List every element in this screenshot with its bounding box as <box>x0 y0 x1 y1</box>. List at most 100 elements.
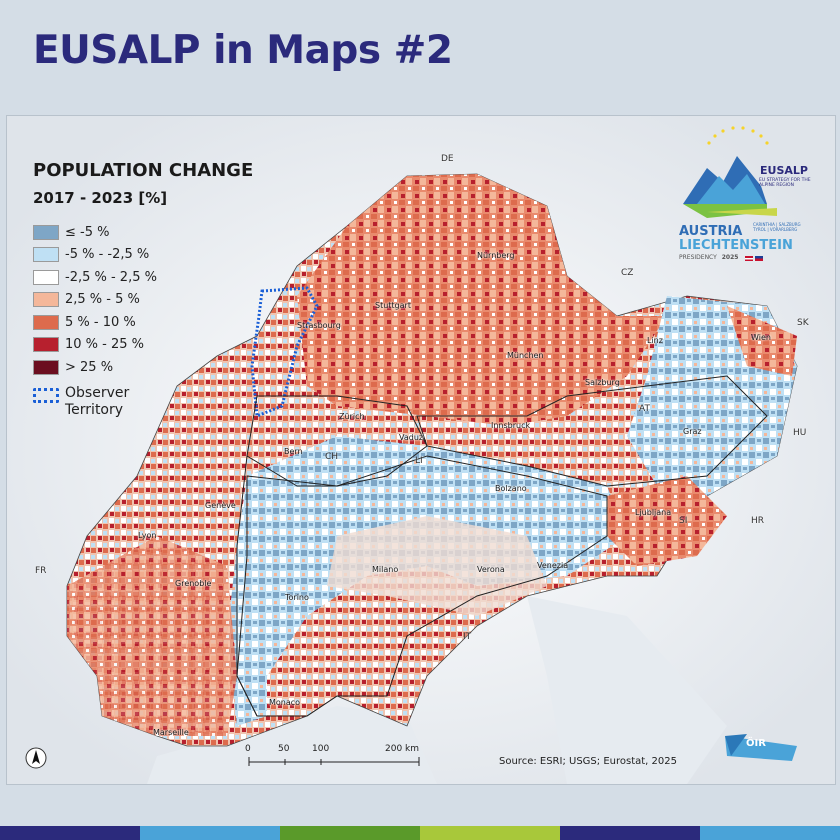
logo-strategy: EU STRATEGY FOR THE ALPINE REGION <box>759 178 811 188</box>
legend-item: 10 % - 25 % <box>33 334 253 357</box>
country-label-it: IT <box>463 632 472 642</box>
legend-swatch <box>33 314 59 330</box>
city-label-geneve: Genève <box>205 501 236 510</box>
city-label-bolzano: Bolzano <box>495 484 527 493</box>
footer-stripe <box>0 826 140 840</box>
observer-swatch <box>33 387 59 403</box>
city-label-linz: Linz <box>647 336 663 345</box>
footer-stripe <box>420 826 560 840</box>
legend-item: ≤ -5 % <box>33 221 253 244</box>
city-label-milano: Milano <box>372 565 399 574</box>
city-label-muenchen: München <box>507 351 544 360</box>
city-label-verona: Verona <box>477 565 505 574</box>
observer-label: Observer Territory <box>65 384 130 418</box>
eu-stars-icon <box>707 126 769 145</box>
city-label-zuerich: Zürich <box>339 412 365 421</box>
legend-subtitle: 2017 - 2023 [%] <box>33 189 168 207</box>
scale-bar <box>248 757 420 766</box>
country-label-si: SI <box>679 516 688 526</box>
legend-swatch <box>33 337 59 353</box>
legend-label: ≤ -5 % <box>65 224 110 240</box>
legend-swatch <box>33 247 59 263</box>
legend-label: > 25 % <box>65 359 114 375</box>
legend-swatch <box>33 359 59 375</box>
logo-austria: AUSTRIA <box>679 224 743 239</box>
city-label-stuttgart: Stuttgart <box>375 301 411 310</box>
city-label-monaco: Monaco <box>269 698 301 707</box>
logo-liechtenstein: LIECHTENSTEIN <box>679 238 793 253</box>
legend-label: -5 % - -2,5 % <box>65 247 150 263</box>
border-ch <box>246 395 428 487</box>
scale-label-50: 50 <box>278 744 290 754</box>
legend-item: 5 % - 10 % <box>33 311 253 334</box>
logo-presidency-label: PRESIDENCY <box>679 254 717 261</box>
city-label-innsbruck: Innsbruck <box>491 421 531 430</box>
legend-item: -2,5 % - 2,5 % <box>33 266 253 289</box>
city-label-lyon: Lyon <box>138 531 157 540</box>
source-text: Source: ESRI; USGS; Eurostat, 2025 <box>499 756 677 767</box>
legend-item: > 25 % <box>33 356 253 379</box>
city-label-ljubljana: Ljubljana <box>635 508 672 517</box>
northern-growth-area <box>297 174 667 426</box>
country-label-li: LI <box>415 456 423 466</box>
scale-label-200: 200 km <box>385 744 420 754</box>
map-panel[interactable]: POPULATION CHANGE 2017 - 2023 [%] ≤ -5 %… <box>6 115 836 785</box>
footer-stripe <box>280 826 420 840</box>
city-label-wien: Wien <box>751 333 771 342</box>
border-at <box>416 375 768 487</box>
legend-swatch <box>33 269 59 285</box>
logo-eusalp: EUSALP <box>760 164 808 177</box>
footer-stripe <box>560 826 700 840</box>
footer-stripe <box>140 826 280 840</box>
logo-austria-regions: CARINTHIA | SALZBURG TYROL | VORARLBERG <box>753 222 801 232</box>
legend-item: -5 % - -2,5 % <box>33 244 253 267</box>
eusalp-logo-mountains-icon <box>683 156 777 218</box>
legend-swatch <box>33 224 59 240</box>
oir-text: ÖIR <box>746 738 766 749</box>
slovenia-area <box>607 476 727 566</box>
city-label-torino: Torino <box>285 593 309 602</box>
country-label-de: DE <box>441 154 454 164</box>
city-label-vaduz: Vaduz <box>399 433 424 442</box>
city-label-salzburg: Salzburg <box>585 378 620 387</box>
flag-icons <box>745 256 763 261</box>
legend-label: 10 % - 25 % <box>65 337 145 353</box>
map-canvas[interactable] <box>7 116 835 784</box>
page-title: EUSALP in Maps #2 <box>33 28 453 73</box>
north-arrow-icon <box>25 747 47 769</box>
scale-label-0: 0 <box>245 744 251 754</box>
country-label-hr: HR <box>751 516 765 526</box>
city-label-grenoble: Grenoble <box>175 579 212 588</box>
country-label-cz: CZ <box>621 268 634 278</box>
legend-item: 2,5 % - 5 % <box>33 289 253 312</box>
legend-observer-item: Observer Territory <box>33 385 253 419</box>
legend-swatch <box>33 292 59 308</box>
legend-label: 5 % - 10 % <box>65 314 136 330</box>
logo-year: 2025 <box>721 254 739 261</box>
city-label-nuernberg: Nürnberg <box>477 251 515 260</box>
footer-stripes <box>0 826 840 840</box>
adriatic-sea <box>527 596 727 784</box>
legend-label: 2,5 % - 5 % <box>65 292 140 308</box>
ligurian-sea <box>147 706 437 784</box>
vienna-area <box>727 306 797 376</box>
alpine-decline-area <box>227 436 627 726</box>
city-label-venezia: Venezia <box>537 561 569 570</box>
city-label-marseille: Marseille <box>153 728 189 737</box>
country-label-at: AT <box>639 404 650 414</box>
country-label-sk: SK <box>797 318 809 328</box>
city-label-strasbourg: Strasbourg <box>297 321 341 330</box>
logo-presidency: PRESIDENCY 2025 <box>679 254 738 261</box>
footer-stripe <box>700 826 840 840</box>
country-label-fr: FR <box>35 566 47 576</box>
observer-territory-outline <box>250 286 319 419</box>
oir-logo-icon <box>725 734 797 761</box>
po-valley-area <box>327 516 547 616</box>
country-label-hu: HU <box>793 428 807 438</box>
city-label-graz: Graz <box>683 427 702 436</box>
legend-label: -2,5 % - 2,5 % <box>65 269 157 285</box>
scale-label-100: 100 <box>312 744 330 754</box>
legend-title: POPULATION CHANGE <box>33 160 254 181</box>
border-fr <box>236 455 258 717</box>
legend: POPULATION CHANGE 2017 - 2023 [%] ≤ -5 %… <box>33 160 253 419</box>
